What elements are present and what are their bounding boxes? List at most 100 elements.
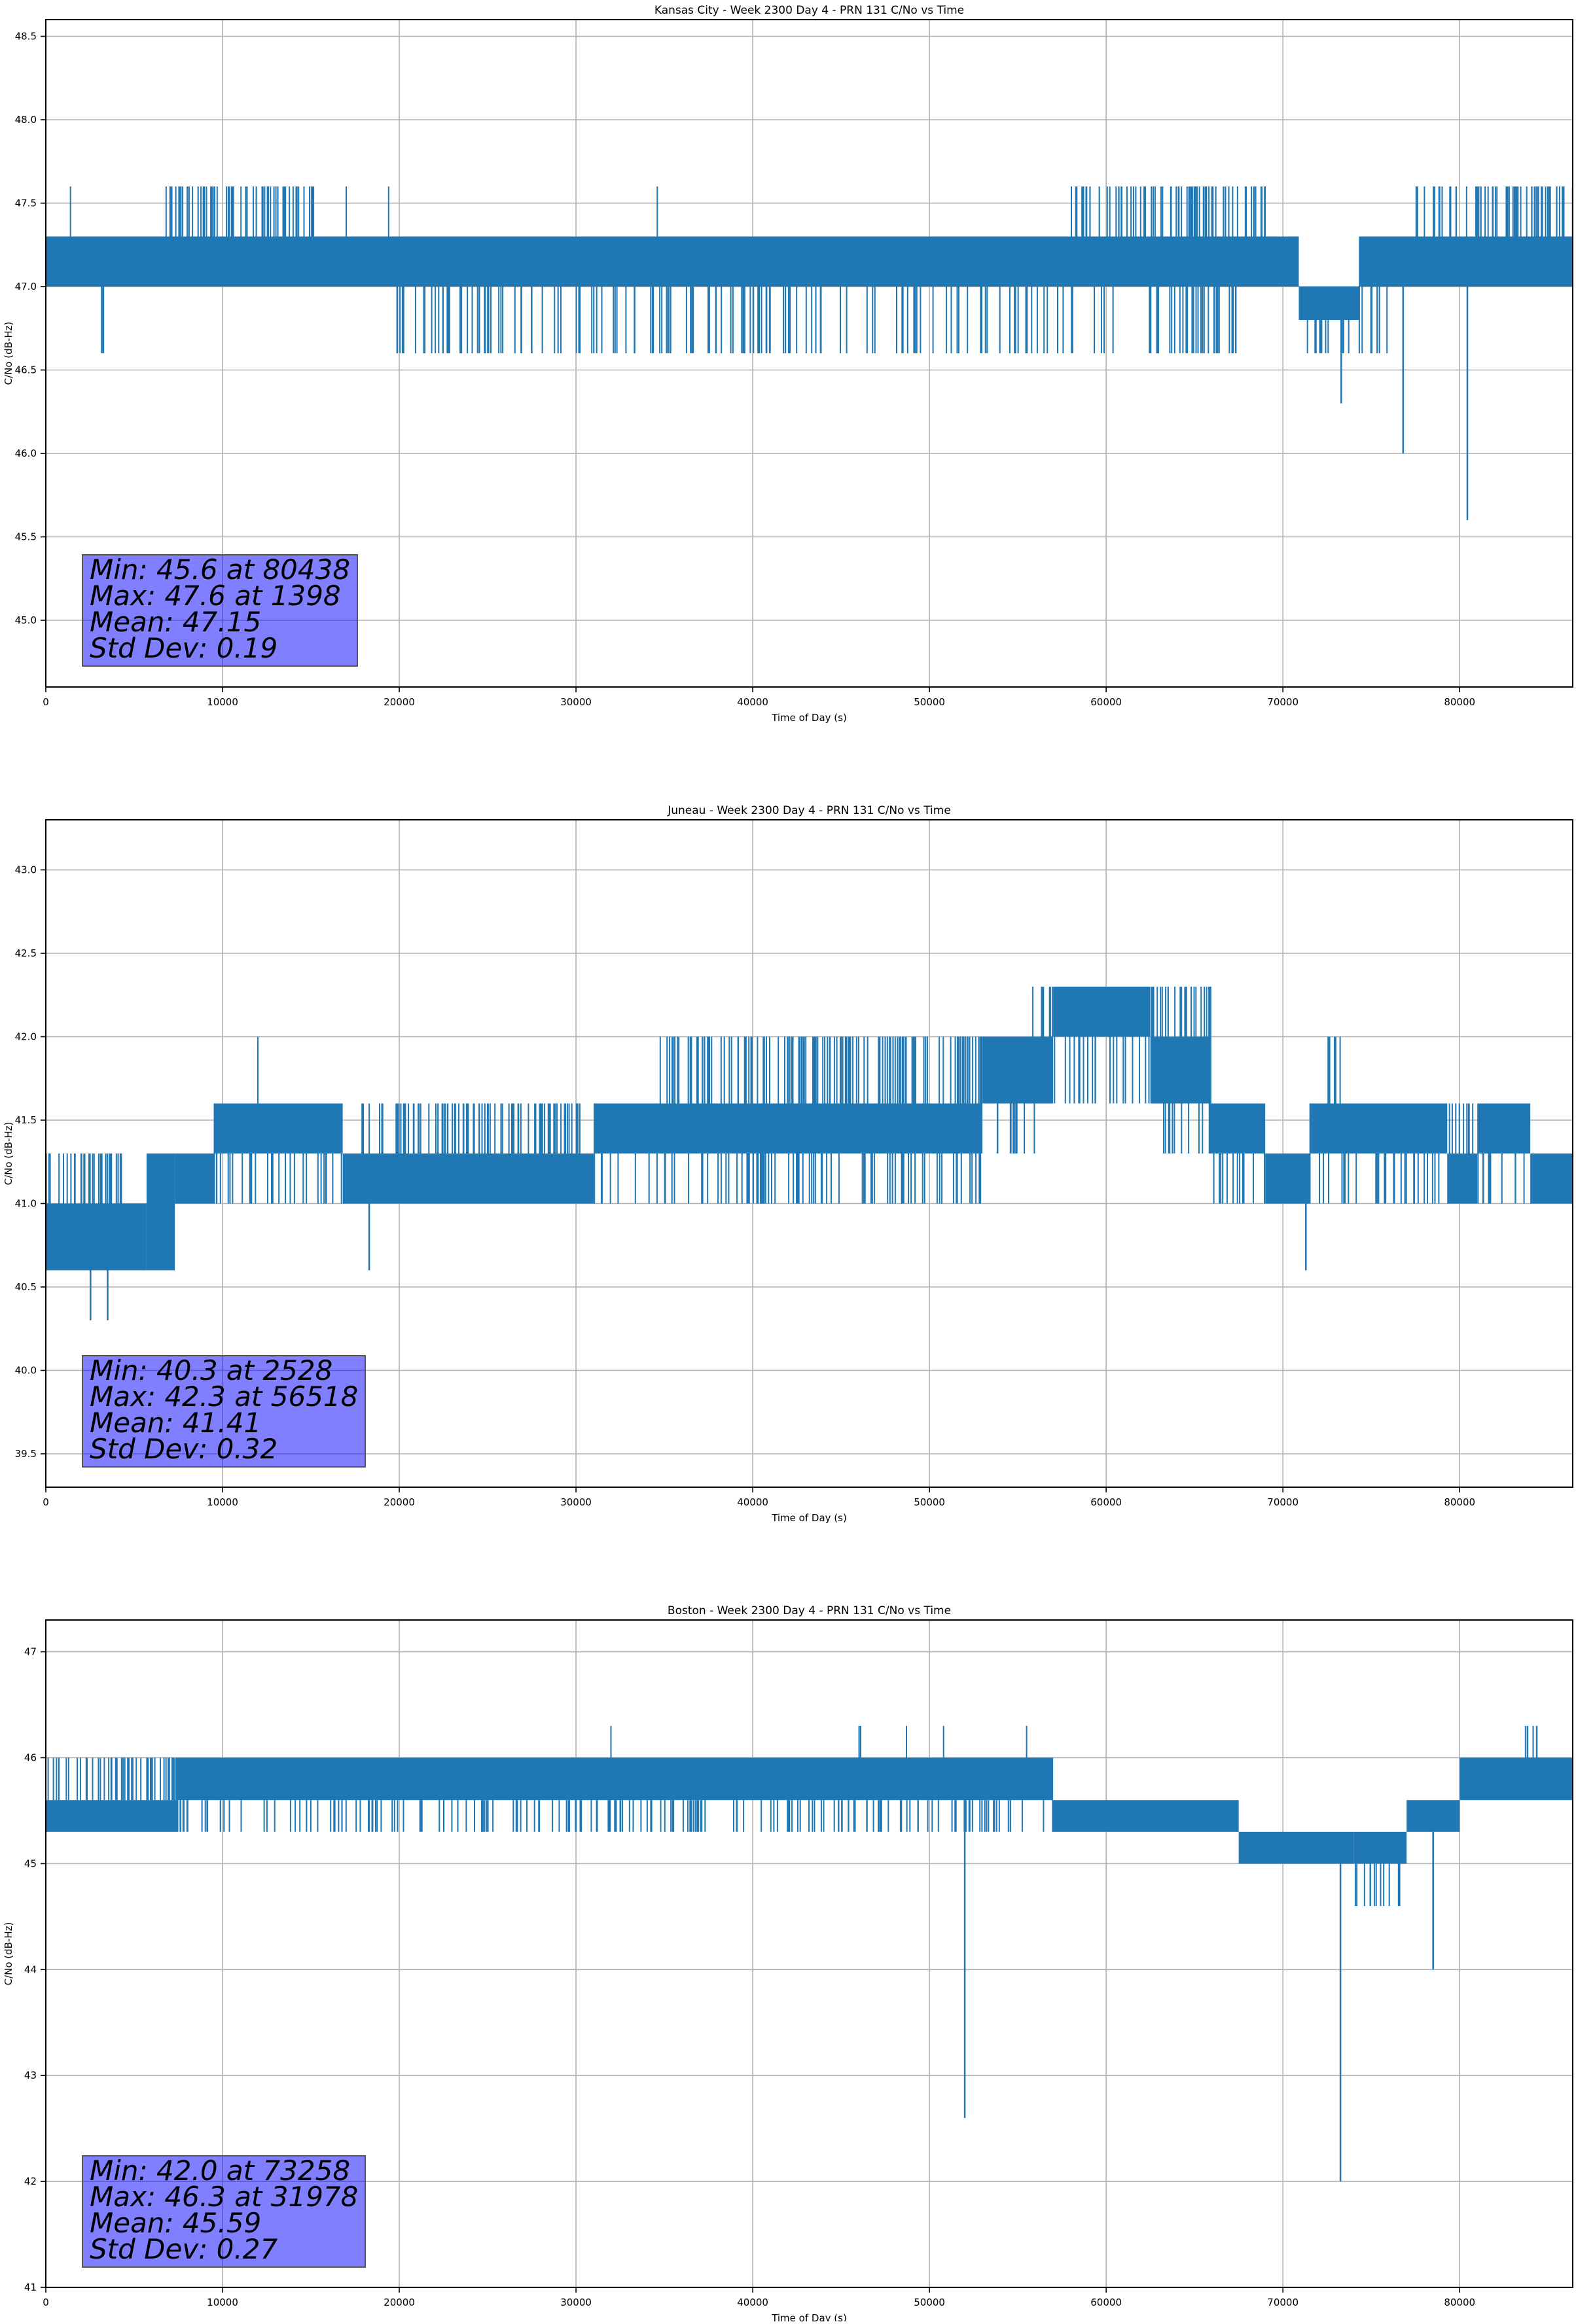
- data-band: [146, 1153, 175, 1271]
- y-tick-label: 43.0: [15, 864, 37, 876]
- y-tick-label: 47.0: [15, 281, 37, 292]
- data-band: [1238, 1831, 1354, 1864]
- y-tick-label: 46.5: [15, 364, 37, 376]
- chart-title: Juneau - Week 2300 Day 4 - PRN 131 C/No …: [667, 804, 951, 817]
- x-axis-label: Time of Day (s): [771, 712, 847, 724]
- data-band: [1150, 1036, 1209, 1104]
- series-line: [46, 1725, 1573, 2182]
- y-tick-label: 40.5: [15, 1281, 37, 1293]
- stats-box: Min: 42.0 at 73258 Max: 46.3 at 31978 Mean…: [82, 2155, 367, 2268]
- x-tick-label: 20000: [384, 696, 415, 708]
- data-band: [1265, 1153, 1310, 1204]
- x-tick-label: 30000: [560, 696, 592, 708]
- x-tick-label: 40000: [737, 2297, 768, 2308]
- y-tick-label: 45.0: [15, 614, 37, 626]
- stats-line: Max: 46.3 at 31978: [90, 2181, 359, 2213]
- data-band: [982, 1036, 1054, 1104]
- data-band: [1359, 236, 1573, 287]
- y-tick-label: 44: [24, 1963, 37, 1975]
- data-spikes: [47, 1725, 1538, 1907]
- x-tick-label: 60000: [1090, 2297, 1122, 2308]
- x-tick-label: 0: [43, 696, 49, 708]
- data-band: [1447, 1153, 1478, 1204]
- series-line: [46, 186, 1573, 520]
- stats-line: Max: 42.3 at 56518: [90, 1381, 359, 1413]
- data-band: [1309, 1103, 1448, 1153]
- y-tick-label: 40.0: [15, 1365, 37, 1377]
- y-tick-label: 48.0: [15, 114, 37, 126]
- stats-line: Std Dev: 0.32: [90, 1433, 278, 1465]
- data-band: [1353, 1831, 1407, 1864]
- chart-2: 0 10000 20000 30000 40000 50000 60000 70000 8000…: [3, 1604, 1573, 2324]
- data-band: [46, 1800, 126, 1832]
- x-tick-label: 10000: [207, 1496, 238, 1508]
- y-axis-label: C/No (dB-Hz): [3, 1922, 14, 1986]
- x-tick-label: 10000: [207, 2297, 238, 2308]
- x-tick-label: 70000: [1267, 2297, 1298, 2308]
- chart-1: 0 10000 20000 30000 40000 50000 60000 70000 8000…: [3, 804, 1573, 1524]
- x-tick-label: 80000: [1444, 2297, 1475, 2308]
- data-band: [1460, 1757, 1573, 1801]
- stats-line: Min: 40.3 at 2528: [90, 1354, 333, 1386]
- data-band: [178, 1757, 1054, 1801]
- data-band: [175, 1153, 214, 1204]
- y-tick-label: 41.0: [15, 1198, 37, 1210]
- y-tick-label: 42.5: [15, 947, 37, 959]
- data-band: [213, 1103, 343, 1153]
- y-tick-label: 46.0: [15, 448, 37, 459]
- y-tick-label: 45: [24, 1857, 37, 1869]
- stats-line: Max: 47.6 at 1398: [90, 580, 341, 612]
- stats-line: Min: 45.6 at 80438: [90, 554, 351, 586]
- data-band: [1053, 1800, 1239, 1832]
- chart-title: Kansas City - Week 2300 Day 4 - PRN 131 …: [654, 4, 964, 17]
- x-tick-label: 20000: [384, 2297, 415, 2308]
- y-tick-label: 39.5: [15, 1448, 37, 1460]
- data-band: [1208, 1103, 1266, 1153]
- x-tick-label: 30000: [560, 1496, 592, 1508]
- x-tick-label: 70000: [1267, 696, 1298, 708]
- x-axis-label: Time of Day (s): [771, 2312, 847, 2321]
- x-tick-label: 20000: [384, 1496, 415, 1508]
- data-band: [1477, 1103, 1531, 1153]
- x-tick-label: 10000: [207, 696, 238, 708]
- data-band: [125, 1800, 179, 1832]
- x-tick-label: 50000: [914, 2297, 945, 2308]
- stats-line: Mean: 47.15: [90, 606, 262, 638]
- y-axis-label: C/No (dB-Hz): [3, 1122, 14, 1186]
- y-tick-label: 45.5: [15, 531, 37, 543]
- x-tick-label: 80000: [1444, 1496, 1475, 1508]
- data-band: [46, 1203, 147, 1271]
- data-band: [1530, 1153, 1573, 1204]
- x-tick-label: 50000: [914, 1496, 945, 1508]
- axes-frame: [45, 19, 1573, 688]
- x-tick-label: 60000: [1090, 696, 1122, 708]
- axes-frame: [45, 819, 1573, 1488]
- axes-frame: [45, 1619, 1573, 2288]
- y-tick-label: 47.5: [15, 198, 37, 209]
- y-tick-label: 46: [24, 1752, 37, 1763]
- x-tick-label: 0: [43, 2297, 49, 2308]
- y-tick-label: 42.0: [15, 1031, 37, 1043]
- stats-line: Mean: 45.59: [90, 2207, 262, 2239]
- x-tick-label: 80000: [1444, 696, 1475, 708]
- stats-line: Min: 42.0 at 73258: [90, 2155, 351, 2187]
- stats-line: Mean: 41.41: [90, 1407, 262, 1439]
- y-axis-label: C/No (dB-Hz): [3, 322, 14, 385]
- y-tick-label: 42: [24, 2175, 37, 2187]
- series-line: [46, 987, 1573, 1320]
- x-tick-label: 40000: [737, 1496, 768, 1508]
- data-extremes: [90, 1203, 1307, 1320]
- x-tick-label: 70000: [1267, 1496, 1298, 1508]
- chart-0: 0 10000 20000 30000 40000 50000 60000 70000 8000…: [3, 4, 1573, 724]
- chart-title: Boston - Week 2300 Day 4 - PRN 131 C/No …: [668, 1604, 951, 1617]
- x-tick-label: 0: [43, 1496, 49, 1508]
- y-tick-label: 41.5: [15, 1114, 37, 1126]
- x-tick-label: 50000: [914, 696, 945, 708]
- x-tick-label: 40000: [737, 696, 768, 708]
- stats-box: Min: 45.6 at 80438 Max: 47.6 at 1398 Mean:…: [82, 554, 359, 667]
- x-tick-label: 60000: [1090, 1496, 1122, 1508]
- x-axis-label: Time of Day (s): [771, 1512, 847, 1524]
- data-band: [1406, 1800, 1460, 1832]
- x-tick-label: 30000: [560, 2297, 592, 2308]
